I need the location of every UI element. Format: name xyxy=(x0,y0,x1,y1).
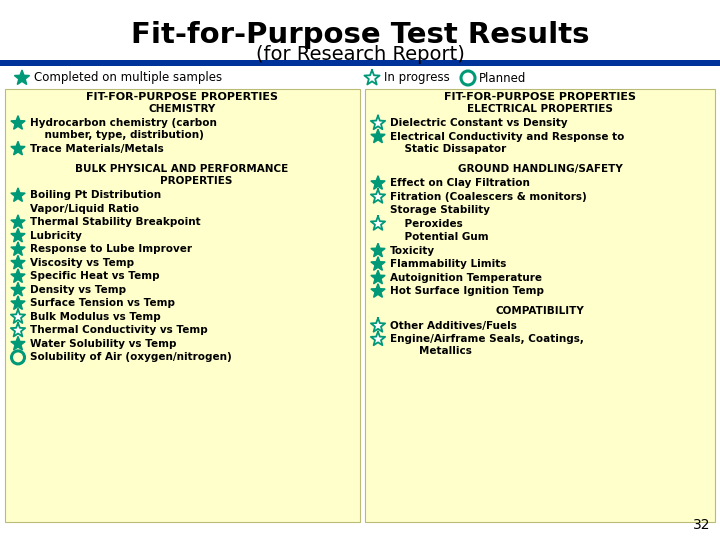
FancyBboxPatch shape xyxy=(0,60,720,66)
Text: Engine/Airframe Seals, Coatings,: Engine/Airframe Seals, Coatings, xyxy=(390,334,584,344)
FancyBboxPatch shape xyxy=(5,89,360,522)
Text: Thermal Stability Breakpoint: Thermal Stability Breakpoint xyxy=(30,218,201,227)
Text: BULK PHYSICAL AND PERFORMANCE: BULK PHYSICAL AND PERFORMANCE xyxy=(76,164,289,174)
Text: Specific Heat vs Temp: Specific Heat vs Temp xyxy=(30,272,160,281)
Text: Viscosity vs Temp: Viscosity vs Temp xyxy=(30,258,134,268)
Text: (for Research Report): (for Research Report) xyxy=(256,44,464,64)
Text: PROPERTIES: PROPERTIES xyxy=(131,176,233,186)
Polygon shape xyxy=(371,176,385,190)
Text: Potential Gum: Potential Gum xyxy=(390,232,489,242)
Text: Effect on Clay Filtration: Effect on Clay Filtration xyxy=(390,178,530,188)
Text: Lubricity: Lubricity xyxy=(30,231,82,241)
Polygon shape xyxy=(11,141,25,155)
Text: Surface Tension vs Temp: Surface Tension vs Temp xyxy=(30,299,175,308)
Text: Toxicity: Toxicity xyxy=(390,246,435,256)
Text: Water Solubility vs Temp: Water Solubility vs Temp xyxy=(30,339,176,349)
FancyBboxPatch shape xyxy=(365,89,715,522)
Text: Hot Surface Ignition Temp: Hot Surface Ignition Temp xyxy=(390,286,544,296)
Text: Planned: Planned xyxy=(479,71,526,84)
Polygon shape xyxy=(11,255,25,269)
Text: Autoignition Temperature: Autoignition Temperature xyxy=(390,273,542,283)
Polygon shape xyxy=(11,116,25,129)
Text: Peroxides: Peroxides xyxy=(390,219,463,229)
Polygon shape xyxy=(371,189,385,203)
Text: Dielectric Constant vs Density: Dielectric Constant vs Density xyxy=(390,118,567,128)
Text: Flammability Limits: Flammability Limits xyxy=(390,259,506,269)
Polygon shape xyxy=(11,269,25,282)
Text: Boiling Pt Distribution: Boiling Pt Distribution xyxy=(30,191,161,200)
Text: Completed on multiple samples: Completed on multiple samples xyxy=(34,71,222,84)
Polygon shape xyxy=(371,216,385,230)
Text: number, type, distribution): number, type, distribution) xyxy=(30,130,204,140)
Text: FIT-FOR-PURPOSE PROPERTIES: FIT-FOR-PURPOSE PROPERTIES xyxy=(444,92,636,102)
Text: Electrical Conductivity and Response to: Electrical Conductivity and Response to xyxy=(390,132,624,141)
Polygon shape xyxy=(11,242,25,255)
Text: GROUND HANDLING/SAFETY: GROUND HANDLING/SAFETY xyxy=(458,164,622,174)
Polygon shape xyxy=(371,243,385,257)
Text: Thermal Conductivity vs Temp: Thermal Conductivity vs Temp xyxy=(30,326,208,335)
Polygon shape xyxy=(11,215,25,228)
Text: COMPATIBILITY: COMPATIBILITY xyxy=(495,307,585,316)
Text: 32: 32 xyxy=(693,518,710,532)
Text: CHEMISTRY: CHEMISTRY xyxy=(148,104,215,114)
Polygon shape xyxy=(11,228,25,242)
Polygon shape xyxy=(14,70,30,84)
Text: Density vs Temp: Density vs Temp xyxy=(30,285,126,295)
Polygon shape xyxy=(371,270,385,284)
Polygon shape xyxy=(11,309,25,323)
Polygon shape xyxy=(371,332,385,345)
Polygon shape xyxy=(11,282,25,296)
Polygon shape xyxy=(371,256,385,271)
Text: Storage Stability: Storage Stability xyxy=(390,205,490,215)
Text: Bulk Modulus vs Temp: Bulk Modulus vs Temp xyxy=(30,312,161,322)
Polygon shape xyxy=(371,284,385,298)
Polygon shape xyxy=(11,296,25,309)
Text: Solubility of Air (oxygen/nitrogen): Solubility of Air (oxygen/nitrogen) xyxy=(30,353,232,362)
Text: Vapor/Liquid Ratio: Vapor/Liquid Ratio xyxy=(30,204,139,214)
Text: Static Dissapator: Static Dissapator xyxy=(390,144,506,154)
Polygon shape xyxy=(371,129,385,143)
Text: Response to Lube Improver: Response to Lube Improver xyxy=(30,245,192,254)
Text: Fit-for-Purpose Test Results: Fit-for-Purpose Test Results xyxy=(131,21,589,49)
Polygon shape xyxy=(364,70,379,84)
Text: Trace Materials/Metals: Trace Materials/Metals xyxy=(30,144,163,154)
Text: Other Additives/Fuels: Other Additives/Fuels xyxy=(390,321,517,330)
Text: Metallics: Metallics xyxy=(390,346,472,356)
Polygon shape xyxy=(11,323,25,336)
Polygon shape xyxy=(11,336,25,350)
Text: Hydrocarbon chemistry (carbon: Hydrocarbon chemistry (carbon xyxy=(30,118,217,128)
Polygon shape xyxy=(371,116,385,129)
Text: ELECTRICAL PROPERTIES: ELECTRICAL PROPERTIES xyxy=(467,104,613,114)
Polygon shape xyxy=(371,318,385,332)
Polygon shape xyxy=(11,188,25,201)
Text: Fitration (Coalescers & monitors): Fitration (Coalescers & monitors) xyxy=(390,192,587,202)
Text: In progress: In progress xyxy=(384,71,450,84)
Text: FIT-FOR-PURPOSE PROPERTIES: FIT-FOR-PURPOSE PROPERTIES xyxy=(86,92,278,102)
